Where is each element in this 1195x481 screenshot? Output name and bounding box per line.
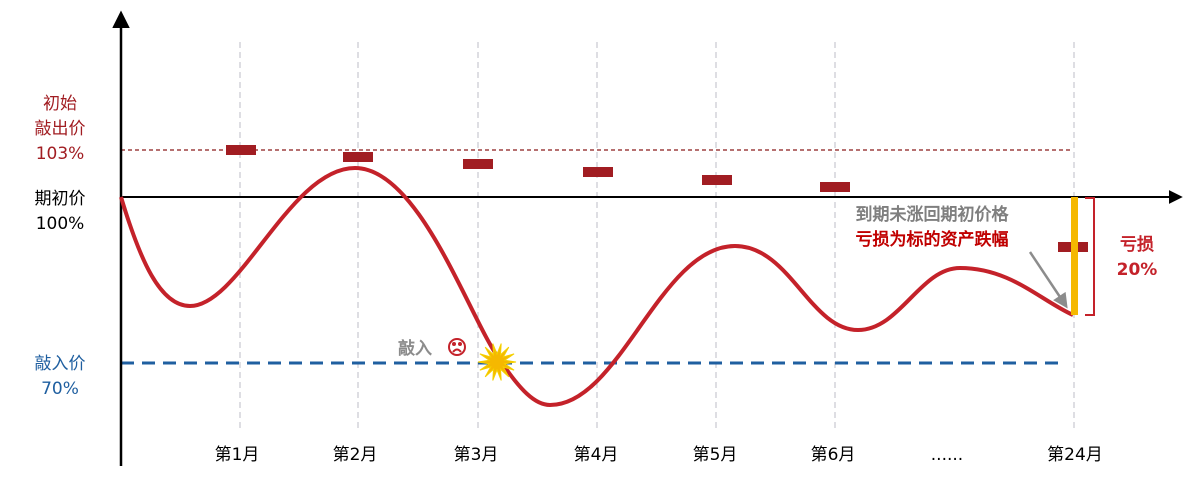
knock-out-mark xyxy=(343,152,373,162)
loss-label: 亏损 xyxy=(1120,234,1154,255)
knock-in-label: 敲入 xyxy=(398,338,432,359)
grid xyxy=(239,42,1075,430)
x-labels: 第1月 第2月 第3月 第4月 第5月 第6月 ...... 第24月 xyxy=(215,445,1103,465)
loss-bracket xyxy=(1085,197,1095,316)
knock-out-mark xyxy=(702,175,732,185)
x-label: 第6月 xyxy=(811,445,856,465)
frown-icon xyxy=(448,338,466,356)
x-label: 第4月 xyxy=(574,445,619,465)
x-label: ...... xyxy=(931,445,963,465)
y-label: 103% xyxy=(36,144,85,164)
knock-out-mark xyxy=(820,182,850,192)
x-label: 第24月 xyxy=(1047,445,1103,465)
y-labels: 初始 敲出价 103% 期初价 100% 敲入价 70% xyxy=(35,94,86,399)
x-label: 第5月 xyxy=(693,445,738,465)
loss-bar xyxy=(1071,197,1078,315)
y-label: 100% xyxy=(36,214,85,234)
loss-note: 亏损为标的资产跌幅 xyxy=(856,229,1009,250)
y-label: 敲出价 xyxy=(35,119,86,139)
y-label: 初始 xyxy=(43,94,77,114)
x-label: 第3月 xyxy=(454,445,499,465)
y-label: 期初价 xyxy=(35,189,86,209)
x-label: 第1月 xyxy=(215,445,260,465)
y-label: 70% xyxy=(41,379,79,399)
x-label: 第2月 xyxy=(333,445,378,465)
loss-value: 20% xyxy=(1117,260,1158,280)
maturity-note: 到期未涨回期初价格 xyxy=(856,204,1010,225)
knock-out-mark xyxy=(583,167,613,177)
knock-out-mark xyxy=(226,145,256,155)
price-path xyxy=(119,165,1074,408)
note-arrow xyxy=(1028,251,1068,309)
y-label: 敲入价 xyxy=(35,354,86,374)
knock-out-mark xyxy=(463,159,493,169)
knock-in-burst xyxy=(477,343,517,381)
